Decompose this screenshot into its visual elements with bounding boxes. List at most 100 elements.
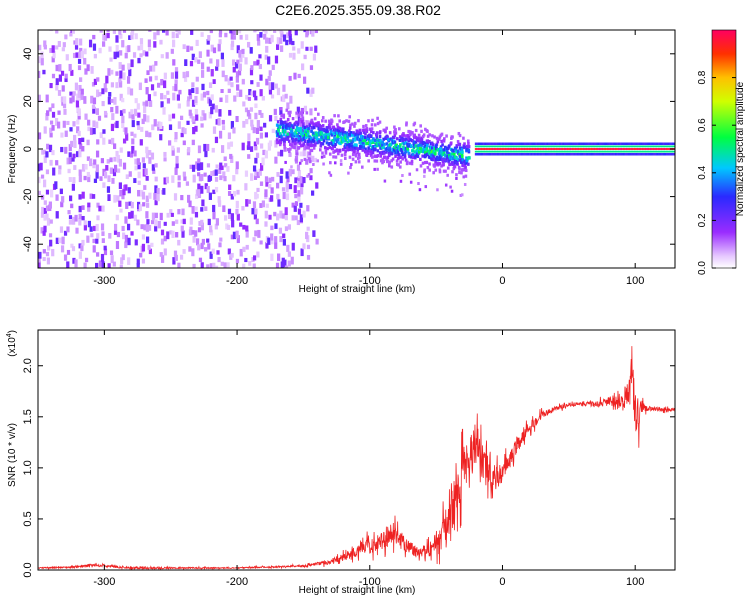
heatmap-cell xyxy=(357,160,361,164)
heatmap-cell xyxy=(501,152,505,156)
heatmap-cell xyxy=(412,155,415,160)
heatmap-cell xyxy=(576,152,579,156)
heatmap-cell xyxy=(236,189,240,195)
heatmap-cell xyxy=(573,145,576,148)
heatmap-cell xyxy=(382,159,385,164)
heatmap-cell xyxy=(642,142,645,146)
heatmap-cell xyxy=(330,119,334,123)
heatmap-cell xyxy=(326,147,329,151)
heatmap-cell xyxy=(51,103,55,109)
heatmap-cell xyxy=(185,181,190,186)
heatmap-cell xyxy=(541,142,544,146)
heatmap-cell xyxy=(124,241,128,249)
heatmap-cell xyxy=(342,133,346,137)
heatmap-cell xyxy=(336,138,340,142)
heatmap-cell xyxy=(447,152,450,156)
heatmap-cell xyxy=(364,128,368,132)
heatmap-cell xyxy=(438,135,442,139)
heatmap-cell xyxy=(541,148,544,150)
heatmap-cell xyxy=(326,136,330,140)
heatmap-cell xyxy=(61,99,65,106)
heatmap-cell xyxy=(372,140,375,144)
heatmap-cell xyxy=(245,225,249,232)
heatmap-cell xyxy=(64,130,68,137)
heatmap-cell xyxy=(662,152,665,156)
heatmap-cell xyxy=(84,113,88,120)
heatmap-cell xyxy=(315,182,319,189)
heatmap-cell xyxy=(176,147,180,153)
heatmap-cell xyxy=(493,152,497,156)
heatmap-cell xyxy=(313,157,318,163)
heatmap-cell xyxy=(127,151,131,157)
heatmap-cell xyxy=(147,39,151,47)
heatmap-cell xyxy=(313,143,317,147)
heatmap-cell xyxy=(206,238,210,243)
heatmap-cell xyxy=(299,176,303,184)
heatmap-cell xyxy=(297,176,301,181)
heatmap-cell xyxy=(194,95,198,103)
heatmap-cell xyxy=(383,179,387,183)
heatmap-cell xyxy=(444,183,448,187)
heatmap-cell xyxy=(533,145,536,148)
heatmap-cell xyxy=(396,150,400,154)
heatmap-cell xyxy=(297,136,301,141)
heatmap-cell xyxy=(362,124,365,129)
heatmap-cell xyxy=(285,193,290,201)
heatmap-cell xyxy=(131,30,135,36)
heatmap-cell xyxy=(38,44,42,51)
heatmap-cell xyxy=(591,150,594,153)
heatmap-cell xyxy=(186,100,190,107)
heatmap-cell xyxy=(230,32,234,40)
heatmap-cell xyxy=(540,150,543,153)
heatmap-cell xyxy=(597,150,600,153)
heatmap-cell xyxy=(336,135,339,139)
heatmap-cell xyxy=(638,145,642,148)
heatmap-cell xyxy=(283,130,287,134)
heatmap-cell xyxy=(291,117,295,121)
heatmap-cell xyxy=(245,229,249,238)
heatmap-cell xyxy=(462,145,466,149)
heatmap-cell xyxy=(314,45,318,53)
heatmap-cell xyxy=(91,104,96,109)
heatmap-cell xyxy=(571,150,575,153)
heatmap-cell xyxy=(73,134,77,141)
heatmap-cell xyxy=(279,175,283,184)
heatmap-cell xyxy=(441,158,444,162)
heatmap-cell xyxy=(136,158,140,166)
heatmap-cell xyxy=(256,34,260,41)
heatmap-cell xyxy=(146,219,150,225)
heatmap-cell xyxy=(83,262,87,268)
heatmap-cell xyxy=(148,192,152,199)
heatmap-cell xyxy=(80,244,84,252)
heatmap-cell xyxy=(300,182,304,188)
heatmap-cell xyxy=(271,128,275,134)
heatmap-cell xyxy=(584,152,587,156)
heatmap-cell xyxy=(418,139,421,143)
heatmap-cell xyxy=(97,115,102,121)
heatmap-cell xyxy=(146,115,150,123)
heatmap-cell xyxy=(603,152,607,156)
heatmap-cell xyxy=(299,126,302,131)
heatmap-cell xyxy=(169,209,173,214)
heatmap-cell xyxy=(532,148,535,150)
heatmap-cell xyxy=(431,158,435,162)
heatmap-cell xyxy=(562,150,565,153)
heatmap-cell xyxy=(227,78,231,86)
heatmap-cell xyxy=(148,76,153,82)
heatmap-cell xyxy=(113,194,117,203)
heatmap-cell xyxy=(206,49,210,57)
heatmap-cell xyxy=(284,265,289,268)
heatmap-cell xyxy=(453,155,457,159)
colorbar-tick-label: 0.8 xyxy=(697,70,708,84)
heatmap-cell xyxy=(624,152,627,156)
heatmap-cell xyxy=(283,142,286,146)
heatmap-cell xyxy=(519,152,522,156)
heatmap-cell xyxy=(143,114,147,122)
heatmap-cell xyxy=(107,194,111,202)
x-tick-label: 100 xyxy=(626,576,644,588)
heatmap-cell xyxy=(209,58,213,64)
heatmap-cell xyxy=(373,159,377,163)
heatmap-cell xyxy=(274,242,278,249)
heatmap-cell xyxy=(361,165,364,169)
heatmap-cell xyxy=(259,74,263,81)
